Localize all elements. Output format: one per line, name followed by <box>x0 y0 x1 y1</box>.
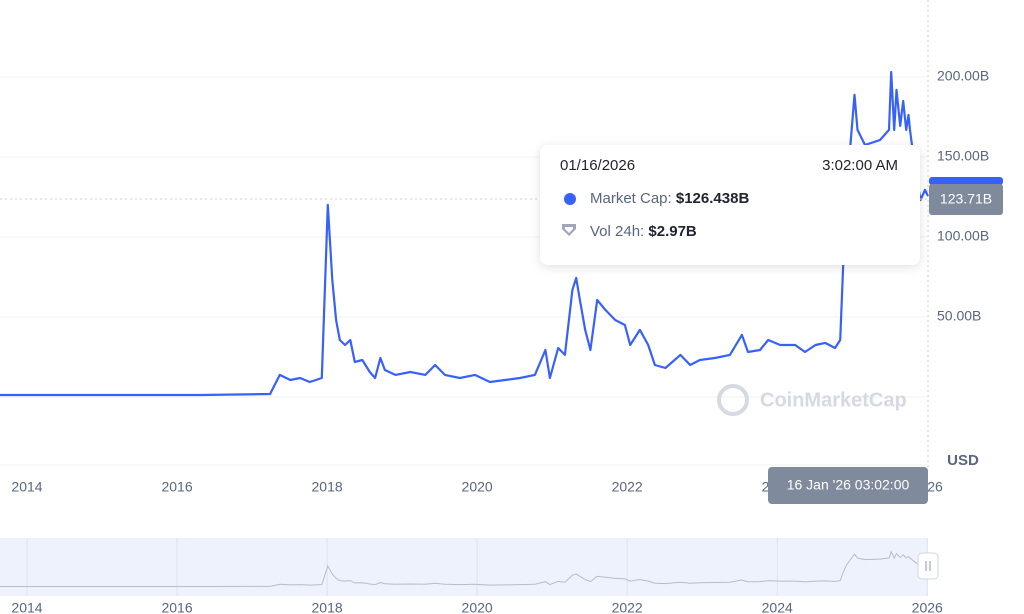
navigator-tick-label: 2022 <box>612 600 643 614</box>
background-layer <box>0 0 929 596</box>
navigator-tick-label: 2024 <box>762 600 793 614</box>
watermark-logo <box>717 384 749 416</box>
market-cap-dot <box>564 193 576 205</box>
crosshair-label: 16 Jan '26 03:02:00 <box>787 477 910 493</box>
y-tick-label: 50.00B <box>937 308 981 324</box>
y-tick-label: 100.00B <box>937 228 989 244</box>
y-tick-label: 150.00B <box>937 148 989 164</box>
navigator-tick-label: 2026 <box>912 600 943 614</box>
x-tick-label: 2018 <box>312 479 343 495</box>
y-unit: USD <box>947 452 979 469</box>
tooltip-box <box>540 145 920 265</box>
volume-icon <box>562 224 576 236</box>
tooltip-item-value: $126.438B <box>676 190 750 207</box>
x-tick-label: 2022 <box>612 479 643 495</box>
current-value-accent <box>929 177 1003 186</box>
tooltip-row: Vol 24h: $2.97B <box>590 223 697 240</box>
navigator-handle[interactable] <box>917 552 939 580</box>
navigator-tick-label: 2018 <box>312 600 343 614</box>
tooltip-date: 01/16/2026 <box>560 157 635 174</box>
x-tick-label: 2016 <box>161 479 192 495</box>
tooltip-item-label: Vol 24h: <box>590 223 644 240</box>
tooltip-row: Market Cap: $126.438B <box>590 190 749 207</box>
current-value-box <box>929 184 1003 216</box>
crosshair-box <box>768 467 928 504</box>
current-value-label: 123.71B <box>940 191 992 207</box>
x-tick-label: 2014 <box>11 479 42 495</box>
navigator-tick-label: 2020 <box>462 600 493 614</box>
tooltip-item-value: $2.97B <box>648 223 697 240</box>
tooltip-item-label: Market Cap: <box>590 190 672 207</box>
navigator-tick-label: 2014 <box>11 600 42 614</box>
watermark: CoinMarketCap <box>760 389 907 411</box>
navigator-tick-label: 2016 <box>161 600 192 614</box>
x-tick-label: 2020 <box>462 479 493 495</box>
navigator-bg <box>0 538 928 596</box>
y-tick-label: 200.00B <box>937 68 989 84</box>
tooltip-time: 3:02:00 AM <box>822 157 898 174</box>
navigator-line <box>0 550 929 587</box>
market-cap-line <box>0 70 929 397</box>
